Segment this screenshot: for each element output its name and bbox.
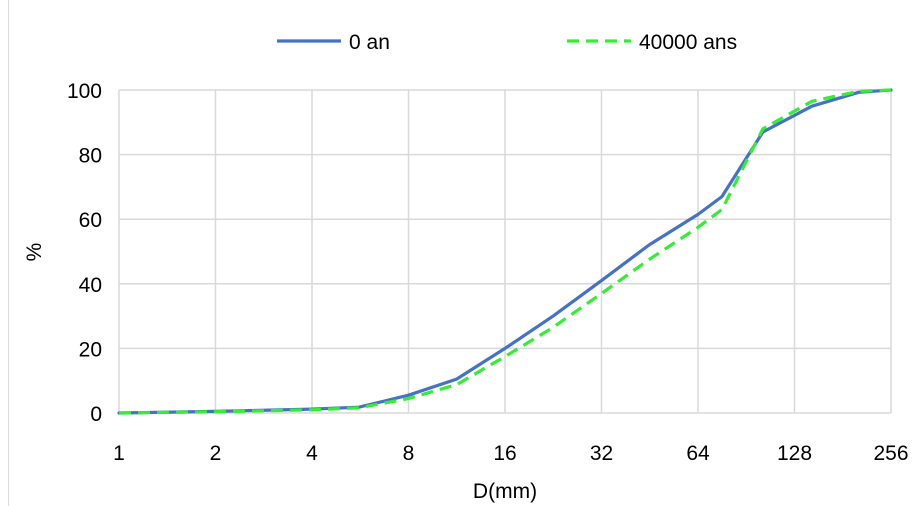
y-tick-label: 40	[79, 274, 102, 297]
x-tick-label: 32	[590, 442, 613, 465]
x-tick-label: 64	[686, 442, 710, 465]
legend-label-0: 0 an	[349, 31, 390, 54]
y-axis-title: %	[23, 243, 46, 262]
series-line-1	[118, 88, 892, 415]
x-tick-label: 4	[306, 442, 318, 465]
y-tick-label: 0	[90, 403, 102, 426]
y-tick-label: 100	[67, 80, 102, 103]
gridlines	[118, 89, 892, 414]
y-tick-label: 20	[79, 338, 102, 361]
x-tick-label: 1	[113, 442, 125, 465]
legend: 0 an 40000 ans	[277, 31, 737, 54]
x-tick-label: 16	[493, 442, 516, 465]
x-tick-label: 8	[403, 442, 415, 465]
line-chart: 1 2 4 8 16 32 64 128 256 0 20 40 60 80 100 0 an 40000 …	[23, 31, 909, 503]
y-tick-label: 80	[79, 145, 102, 168]
legend-label-1: 40000 ans	[639, 31, 737, 54]
series-lines	[117, 88, 893, 415]
y-axis-tick-labels: 0 20 40 60 80 100	[67, 80, 102, 426]
chart-container: 1 2 4 8 16 32 64 128 256 0 20 40 60 80 100 0 an 40000 …	[8, 0, 917, 506]
y-tick-label: 60	[79, 209, 102, 232]
x-tick-label: 256	[873, 442, 908, 465]
x-axis-title: D(mm)	[473, 480, 537, 503]
x-tick-label: 128	[777, 442, 812, 465]
x-tick-label: 2	[210, 442, 222, 465]
x-axis-tick-labels: 1 2 4 8 16 32 64 128 256	[113, 442, 908, 465]
